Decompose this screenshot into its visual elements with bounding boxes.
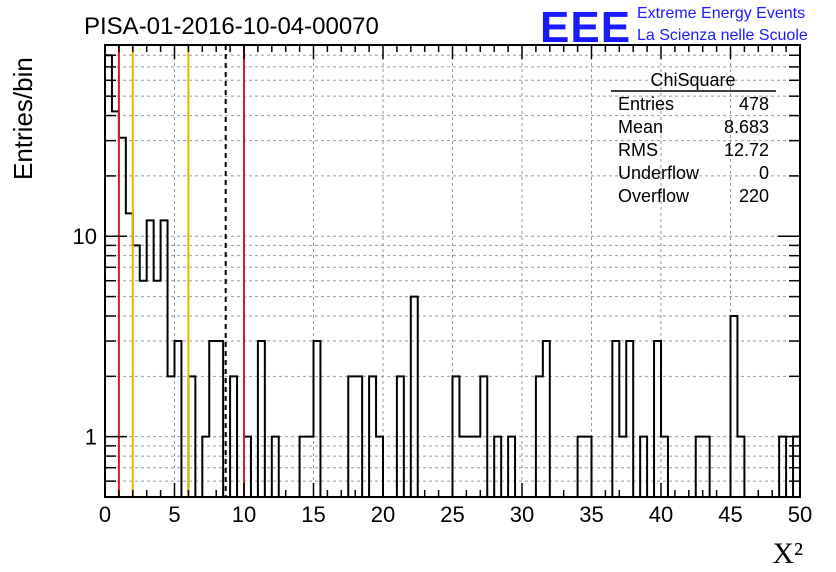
x-tick-label: 45 (718, 502, 742, 527)
x-tick-label: 40 (649, 502, 673, 527)
stats-value: 0 (759, 163, 769, 183)
brand-line-2: La Scienza nelle Scuole (637, 27, 808, 44)
x-tick-label: 0 (99, 502, 111, 527)
y-tick-label: 1 (85, 425, 97, 450)
axis-ticks: 0 5 10 15 20 25 30 35 40 45 50 1 10 (73, 45, 812, 527)
y-tick-label: 10 (73, 224, 97, 249)
stats-value: 8.683 (724, 117, 769, 137)
x-tick-label: 30 (510, 502, 534, 527)
histogram-series (104, 54, 801, 498)
x-tick-label: 35 (579, 502, 603, 527)
stats-label: Overflow (618, 186, 690, 206)
y-axis-label: Entries/bin (8, 57, 38, 180)
stats-box: ChiSquare Entries 478 Mean 8.683 RMS 12.72 Und… (611, 70, 776, 206)
stats-value: 478 (739, 94, 769, 114)
stats-value: 12.72 (724, 140, 769, 160)
x-tick-label: 50 (788, 502, 812, 527)
brand-line-1: Extreme Energy Events (637, 5, 805, 22)
stats-value: 220 (739, 186, 769, 206)
stats-title: ChiSquare (650, 70, 735, 90)
marker-lines (117, 45, 245, 497)
x-tick-label: 10 (232, 502, 256, 527)
stats-label: RMS (618, 140, 658, 160)
histogram-outline (104, 54, 801, 498)
x-tick-label: 5 (168, 502, 180, 527)
eee-logo: EEE Extreme Energy Events La Scienza nel… (540, 3, 808, 52)
stats-label: Mean (618, 117, 663, 137)
x-tick-label: 20 (371, 502, 395, 527)
eee-logo-text: EEE (540, 3, 631, 52)
stats-label: Underflow (618, 163, 700, 183)
stats-label: Entries (618, 94, 674, 114)
x-tick-label: 25 (440, 502, 464, 527)
x-tick-label: 15 (301, 502, 325, 527)
chart-title: PISA-01-2016-10-04-00070 (84, 13, 379, 40)
x-axis-label: X² (772, 537, 803, 570)
